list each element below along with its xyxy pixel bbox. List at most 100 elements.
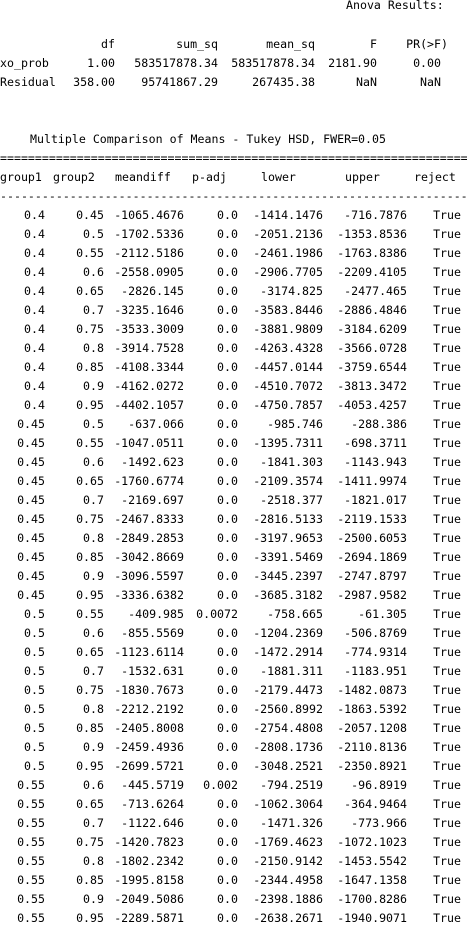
anova-header-row: df sum_sq mean_sq F PR(>F)	[0, 35, 467, 54]
tukey-cell-lower: -794.2519	[260, 778, 323, 792]
tukey-cell-reject: True	[433, 892, 461, 906]
tukey-cell-p-adj: 0.0	[217, 873, 238, 887]
tukey-cell-reject: True	[433, 645, 461, 659]
tukey-cell-reject: True	[433, 835, 461, 849]
tukey-cell-reject: True	[433, 474, 461, 488]
tukey-cell-upper: -2057.1208	[337, 721, 407, 735]
tukey-cell-meandiff: -1830.7673	[114, 683, 184, 697]
tukey-cell-reject: True	[433, 512, 461, 526]
tukey-cell-group1: 0.4	[24, 246, 45, 260]
tukey-cell-lower: -2906.7705	[253, 265, 323, 279]
tukey-cell-lower: -3174.825	[260, 284, 323, 298]
tukey-cell-lower: -2518.377	[260, 493, 323, 507]
tukey-cell-reject: True	[433, 702, 461, 716]
anova-row-mean-sq: 583517878.34	[231, 56, 315, 70]
tukey-cell-group1: 0.5	[24, 626, 45, 640]
tukey-cell-group2: 0.9	[83, 740, 104, 754]
tukey-cell-group1: 0.45	[17, 436, 45, 450]
tukey-cell-p-adj: 0.0	[217, 569, 238, 583]
tukey-cell-lower: -1414.1476	[253, 208, 323, 222]
tukey-cell-group2: 0.9	[83, 379, 104, 393]
tukey-cell-lower: -2560.8992	[253, 702, 323, 716]
tukey-cell-lower: -2344.4958	[253, 873, 323, 887]
tukey-cell-group2: 0.75	[76, 322, 104, 336]
tukey-cell-upper: -1700.8286	[337, 892, 407, 906]
tukey-cell-p-adj: 0.0	[217, 550, 238, 564]
tukey-cell-reject: True	[433, 721, 461, 735]
tukey-cell-lower: -3048.2521	[253, 759, 323, 773]
tukey-cell-meandiff: -3235.1646	[114, 303, 184, 317]
tukey-cell-meandiff: -2849.2853	[114, 531, 184, 545]
tukey-cell-lower: -3881.9809	[253, 322, 323, 336]
table-row: 0.55 0.9 -2049.5086 0.0 -2398.1886 -1700.8286…	[0, 890, 467, 909]
tukey-cell-p-adj: 0.0	[217, 360, 238, 374]
tukey-cell-p-adj: 0.0	[217, 265, 238, 279]
tukey-cell-reject: True	[433, 854, 461, 868]
tukey-cell-upper: -1353.8536	[337, 227, 407, 241]
tukey-cell-meandiff: -1122.646	[121, 816, 184, 830]
tukey-cell-group1: 0.5	[24, 721, 45, 735]
tukey-cell-group2: 0.9	[83, 892, 104, 906]
tukey-cell-group1: 0.4	[24, 379, 45, 393]
tukey-cell-upper: -1143.943	[344, 455, 407, 469]
tukey-cell-reject: True	[433, 417, 461, 431]
tukey-cell-lower: -2638.2671	[253, 911, 323, 925]
table-row: 0.4 0.85 -4108.3344 0.0 -4457.0144 -3759.6544…	[0, 358, 467, 377]
tukey-cell-meandiff: -2699.5721	[114, 759, 184, 773]
tukey-cell-group2: 0.6	[83, 265, 104, 279]
tukey-cell-reject: True	[433, 588, 461, 602]
tukey-cell-reject: True	[433, 911, 461, 925]
tukey-cell-group1: 0.5	[24, 664, 45, 678]
tukey-cell-lower: -4750.7857	[253, 398, 323, 412]
anova-row-f: 2181.90	[328, 56, 377, 70]
tukey-cell-reject: True	[433, 683, 461, 697]
tukey-cell-meandiff: -2558.0905	[114, 265, 184, 279]
anova-header-pr: PR(>F)	[406, 37, 448, 51]
anova-header-f: F	[370, 37, 377, 51]
anova-row-name: xo_prob	[0, 56, 49, 70]
tukey-cell-reject: True	[433, 360, 461, 374]
tukey-header-group1: group1	[0, 170, 42, 184]
tukey-cell-group1: 0.55	[17, 816, 45, 830]
tukey-cell-upper: -1072.1023	[337, 835, 407, 849]
tukey-cell-group1: 0.4	[24, 398, 45, 412]
tukey-cell-p-adj: 0.0	[217, 512, 238, 526]
tukey-cell-lower: -1395.7311	[253, 436, 323, 450]
tukey-title-line: Multiple Comparison of Means - Tukey HSD…	[0, 130, 467, 149]
table-row: 0.5 0.95 -2699.5721 0.0 -3048.2521 -2350.8921…	[0, 757, 467, 776]
table-row: 0.4 0.65 -2826.145 0.0 -3174.825 -2477.465 Tru…	[0, 282, 467, 301]
table-row: 0.5 0.6 -855.5569 0.0 -1204.2369 -506.8769 Tru…	[0, 624, 467, 643]
table-row: 0.4 0.5 -1702.5336 0.0 -2051.2136 -1353.8536 T…	[0, 225, 467, 244]
tukey-cell-lower: -3197.9653	[253, 531, 323, 545]
tukey-cell-group1: 0.55	[17, 797, 45, 811]
tukey-cell-group1: 0.4	[24, 284, 45, 298]
tukey-cell-lower: -1204.2369	[253, 626, 323, 640]
tukey-cell-reject: True	[433, 265, 461, 279]
tukey-cell-group1: 0.4	[24, 208, 45, 222]
tukey-cell-upper: -1411.9974	[337, 474, 407, 488]
tukey-header-p-adj: p-adj	[192, 170, 227, 184]
tukey-cell-group2: 0.7	[83, 664, 104, 678]
tukey-cell-group2: 0.65	[76, 645, 104, 659]
tukey-cell-group1: 0.55	[17, 854, 45, 868]
tukey-cell-lower: -4263.4328	[253, 341, 323, 355]
anova-header-sum-sq: sum_sq	[176, 37, 218, 51]
tukey-cell-group1: 0.45	[17, 417, 45, 431]
tukey-cell-upper: -288.386	[351, 417, 407, 431]
tukey-cell-group2: 0.65	[76, 797, 104, 811]
anova-row-df: 1.00	[87, 56, 115, 70]
table-row: 0.45 0.95 -3336.6382 0.0 -3685.3182 -2987.958…	[0, 586, 467, 605]
table-row: 0.5 0.55 -409.985 0.0072 -758.665 -61.305 True	[0, 605, 467, 624]
tukey-cell-reject: True	[433, 455, 461, 469]
tukey-cell-group2: 0.95	[76, 588, 104, 602]
tukey-cell-group1: 0.45	[17, 531, 45, 545]
tukey-cell-p-adj: 0.0	[217, 664, 238, 678]
tukey-cell-lower: -1769.4623	[253, 835, 323, 849]
tukey-cell-upper: -2694.1869	[337, 550, 407, 564]
tukey-cell-upper: -1482.0873	[337, 683, 407, 697]
tukey-cell-group2: 0.9	[83, 569, 104, 583]
tukey-cell-group2: 0.45	[76, 208, 104, 222]
tukey-cell-group2: 0.8	[83, 531, 104, 545]
anova-row-mean-sq: 267435.38	[252, 75, 315, 89]
